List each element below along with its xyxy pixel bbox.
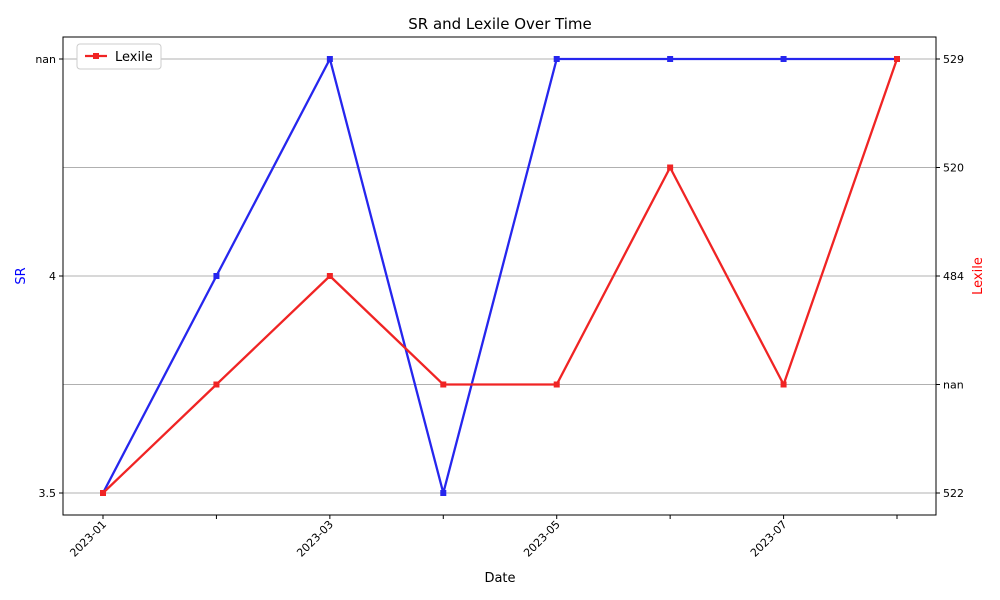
chart-title: SR and Lexile Over Time bbox=[408, 15, 592, 33]
left-tick-label-1: 4 bbox=[49, 270, 56, 283]
x-axis-label: Date bbox=[484, 571, 515, 586]
series-right-point-0 bbox=[100, 490, 106, 496]
right-tick-label-0: 522 bbox=[943, 487, 964, 500]
series-layer bbox=[100, 56, 900, 496]
right-y-axis-label: Lexile bbox=[971, 257, 986, 295]
series-left-point-3 bbox=[440, 490, 447, 496]
series-left-point-4 bbox=[553, 56, 560, 62]
series-left-point-2 bbox=[326, 56, 333, 62]
legend-box bbox=[76, 43, 162, 70]
right-tick-label-3: 520 bbox=[943, 162, 964, 175]
series-right-line bbox=[102, 58, 899, 494]
series-right-point-3 bbox=[440, 381, 447, 388]
series-right-point-1 bbox=[213, 381, 220, 388]
series-left-point-5 bbox=[667, 56, 674, 62]
right-tick-label-2: 484 bbox=[943, 270, 964, 283]
series-right-point-4 bbox=[553, 381, 560, 388]
series-right-point-7 bbox=[894, 56, 900, 62]
legend-marker bbox=[93, 53, 99, 59]
series-right-point-6 bbox=[780, 381, 787, 388]
left-tick-label-0: 3.5 bbox=[39, 487, 57, 500]
left-y-axis-label: SR bbox=[14, 267, 29, 284]
left-tick-label-2: nan bbox=[35, 53, 56, 66]
right-tick-label-1: nan bbox=[943, 379, 964, 392]
series-left-point-1 bbox=[213, 273, 220, 279]
series-left-line bbox=[101, 57, 897, 495]
series-right-point-5 bbox=[667, 164, 674, 171]
right-tick-label-4: 529 bbox=[943, 53, 964, 66]
legend: Lexile bbox=[76, 43, 162, 70]
series-right-point-2 bbox=[326, 273, 333, 279]
legend-label-lexile: Lexile bbox=[115, 50, 153, 65]
series-left-point-6 bbox=[780, 56, 787, 62]
